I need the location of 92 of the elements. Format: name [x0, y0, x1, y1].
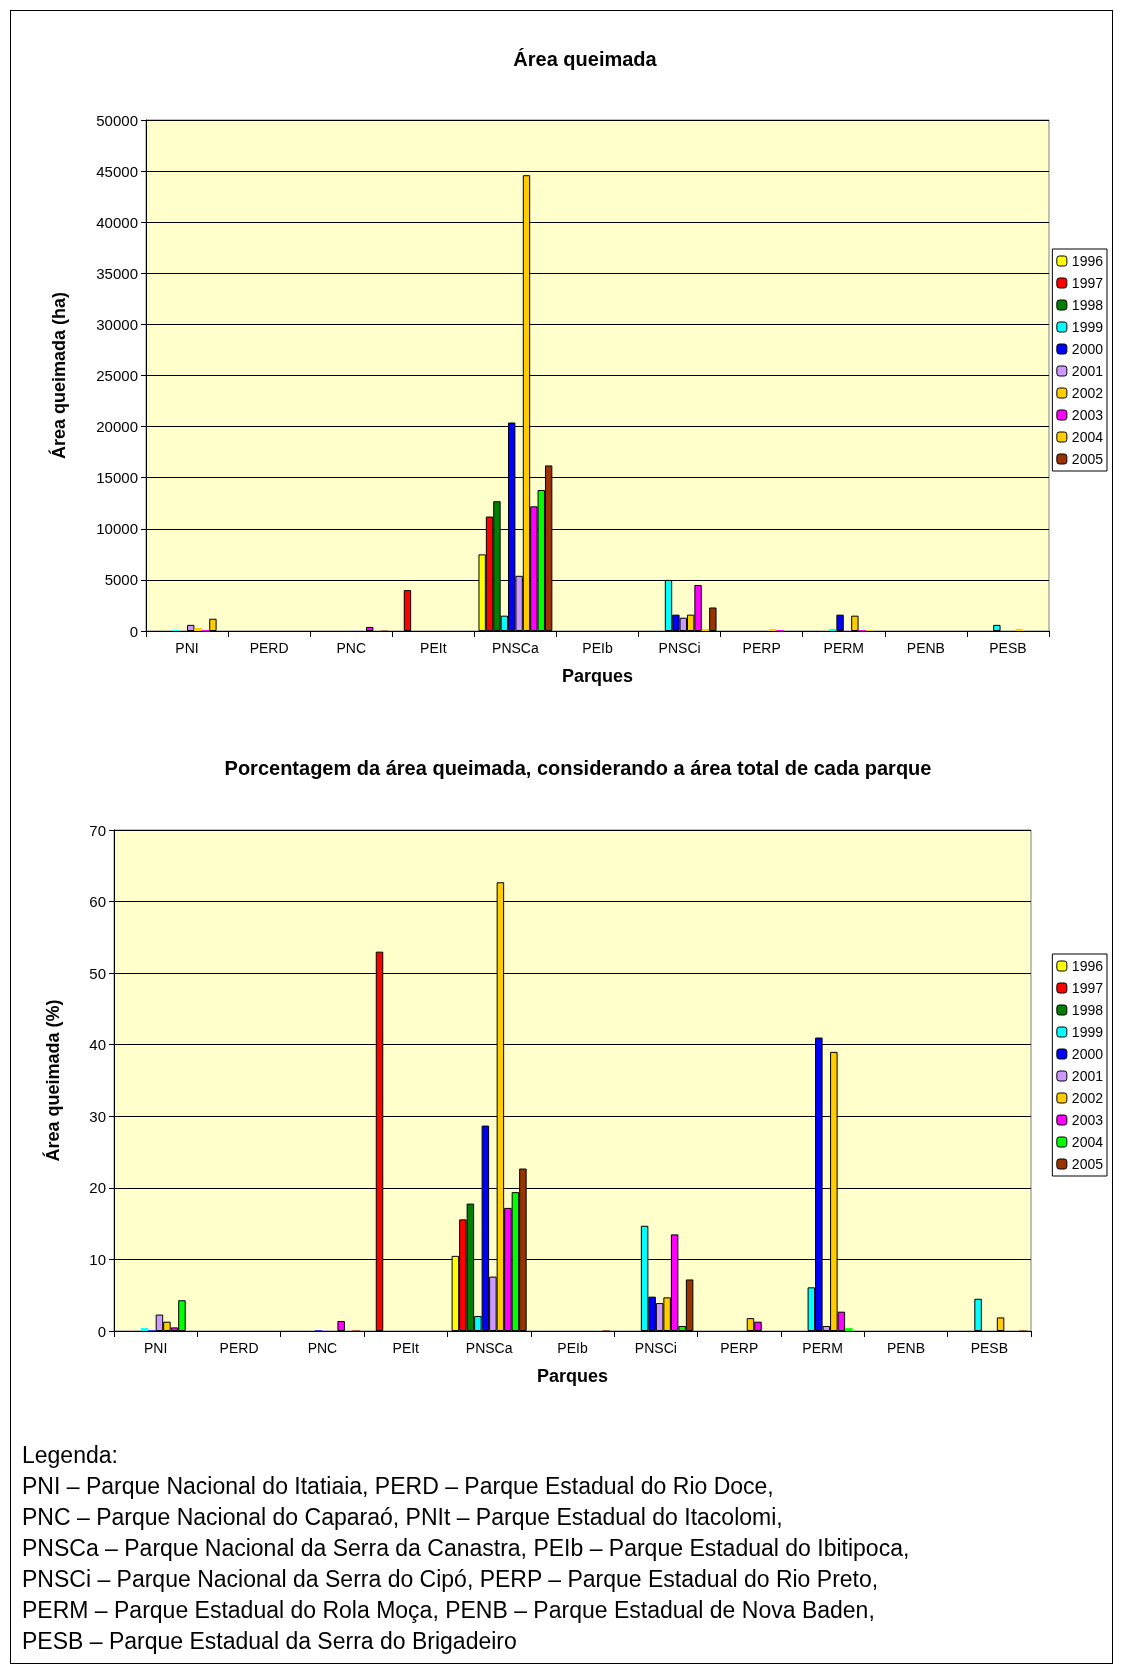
x-tick-label: PEIt — [420, 640, 447, 656]
bar — [209, 618, 217, 631]
x-axis-title: Parques — [536, 1366, 609, 1386]
x-tick-label: PENB — [906, 640, 945, 656]
legend-label: 2004 — [1071, 429, 1104, 445]
y-tick-label: 40 — [89, 1036, 106, 1054]
y-tick-label: 25000 — [96, 367, 138, 384]
y-axis-title: Área queimada (ha) — [48, 291, 69, 460]
legend-label: 2002 — [1071, 1090, 1104, 1106]
x-tick-label: PEIb — [582, 640, 613, 656]
legend-label: 1998 — [1071, 1002, 1104, 1018]
x-tick-label: PESB — [989, 640, 1027, 656]
x-tick-label: PNSCa — [465, 1340, 513, 1356]
bar — [851, 615, 859, 631]
y-tick-label: 0 — [129, 622, 138, 640]
x-tick-label: PESB — [970, 1340, 1008, 1356]
legend-label: 2000 — [1071, 341, 1104, 357]
bar — [974, 1298, 982, 1331]
y-tick-label: 15000 — [96, 469, 138, 487]
y-tick-label: 50000 — [96, 111, 138, 129]
bar — [993, 624, 1001, 631]
x-tick-label: PNSCi — [634, 1340, 677, 1356]
text: PESB – Parque Estadual da Serra do Brigadeiro — [22, 1627, 518, 1656]
y-tick-label: 5000 — [104, 571, 138, 589]
bar — [701, 628, 710, 631]
bar — [829, 628, 837, 631]
x-tick-label: PNC — [336, 640, 367, 656]
y-tick-label: 50 — [89, 964, 106, 982]
y-tick-label: 30 — [89, 1107, 106, 1125]
chart-title: Porcentagem da área queimada, considerando a área total de cada parque — [224, 757, 932, 779]
bar — [709, 607, 717, 631]
text: Legenda: — [22, 1441, 119, 1470]
legend-label: 2001 — [1071, 1068, 1104, 1084]
legend-label: 1999 — [1071, 319, 1104, 335]
x-tick-label: PERM — [823, 640, 864, 656]
x-tick-label: PENB — [886, 1340, 926, 1356]
text: PERM – Parque Estadual do Rola Moça, PENB – Parque Estadual de Nova Baden, — [22, 1596, 876, 1625]
legend-label: 1997 — [1071, 980, 1104, 996]
x-tick-label: PERP — [720, 1340, 759, 1356]
legend-label: 2000 — [1071, 1046, 1104, 1062]
text: PNSCi – Parque Nacional da Serra do Cipó, PERP – Parque Estadual do Rio Preto, — [22, 1565, 880, 1594]
x-tick-label: PNSCi — [658, 640, 701, 656]
x-tick-label: PERP — [742, 640, 781, 656]
bar — [194, 627, 202, 631]
legend-label: 1997 — [1071, 275, 1104, 291]
bar — [845, 1328, 853, 1331]
text: PNSCa – Parque Nacional da Serra da Canastra, PEIb – Parque Estadual do Ibitipoca, — [22, 1534, 910, 1563]
bar — [187, 624, 195, 631]
legend-label: 2003 — [1071, 1112, 1104, 1128]
bar — [996, 1317, 1005, 1331]
legend-label: 2004 — [1071, 1134, 1104, 1150]
text: PNI – Parque Nacional do Itatiaia, PERD – Parque Estadual do Rio Doce, — [22, 1472, 775, 1501]
chart-title: Área queimada — [513, 48, 658, 70]
bar — [366, 626, 374, 631]
x-tick-label: PNC — [307, 1340, 338, 1356]
text: PNC – Parque Nacional do Caparaó, PNIt – Parque Estadual do Itacolomi, — [22, 1503, 784, 1532]
y-tick-label: 35000 — [96, 264, 138, 282]
bar — [140, 1328, 149, 1331]
bar — [1015, 628, 1023, 631]
x-axis-title: Parques — [561, 666, 634, 686]
legend-label: 1998 — [1071, 297, 1104, 313]
bar — [403, 590, 412, 631]
legend-label: 2005 — [1071, 451, 1104, 467]
bar — [337, 1320, 345, 1331]
legend-label: 1996 — [1071, 253, 1104, 269]
x-tick-label: PERD — [249, 640, 289, 656]
y-tick-label: 0 — [97, 1322, 106, 1340]
y-tick-label: 20 — [89, 1179, 106, 1197]
y-tick-label: 30000 — [96, 315, 138, 333]
x-tick-label: PEIt — [392, 1340, 420, 1356]
y-tick-label: 60 — [89, 893, 106, 911]
y-axis-title: Área queimada (%) — [42, 999, 63, 1162]
y-tick-label: 20000 — [96, 418, 138, 436]
x-tick-label: PNSCa — [492, 640, 539, 656]
y-tick-label: 45000 — [96, 162, 138, 180]
legend-label: 2003 — [1071, 407, 1104, 423]
legend-label: 2005 — [1071, 1156, 1104, 1172]
bar — [769, 628, 777, 631]
y-tick-label: 10000 — [96, 520, 138, 538]
x-tick-label: PNI — [175, 640, 199, 656]
y-tick-label: 70 — [89, 821, 106, 839]
legend-label: 2002 — [1071, 385, 1104, 401]
bar — [836, 614, 844, 631]
x-tick-label: PERM — [802, 1340, 843, 1356]
x-tick-label: PEIb — [557, 1340, 588, 1356]
legend-label: 1999 — [1071, 1024, 1104, 1040]
x-tick-label: PNI — [144, 1340, 168, 1356]
x-tick-label: PERD — [219, 1340, 259, 1356]
y-tick-label: 10 — [89, 1250, 106, 1268]
legend-label: 1996 — [1071, 958, 1104, 974]
legend-label: 2001 — [1071, 363, 1104, 379]
y-tick-label: 40000 — [96, 213, 138, 231]
